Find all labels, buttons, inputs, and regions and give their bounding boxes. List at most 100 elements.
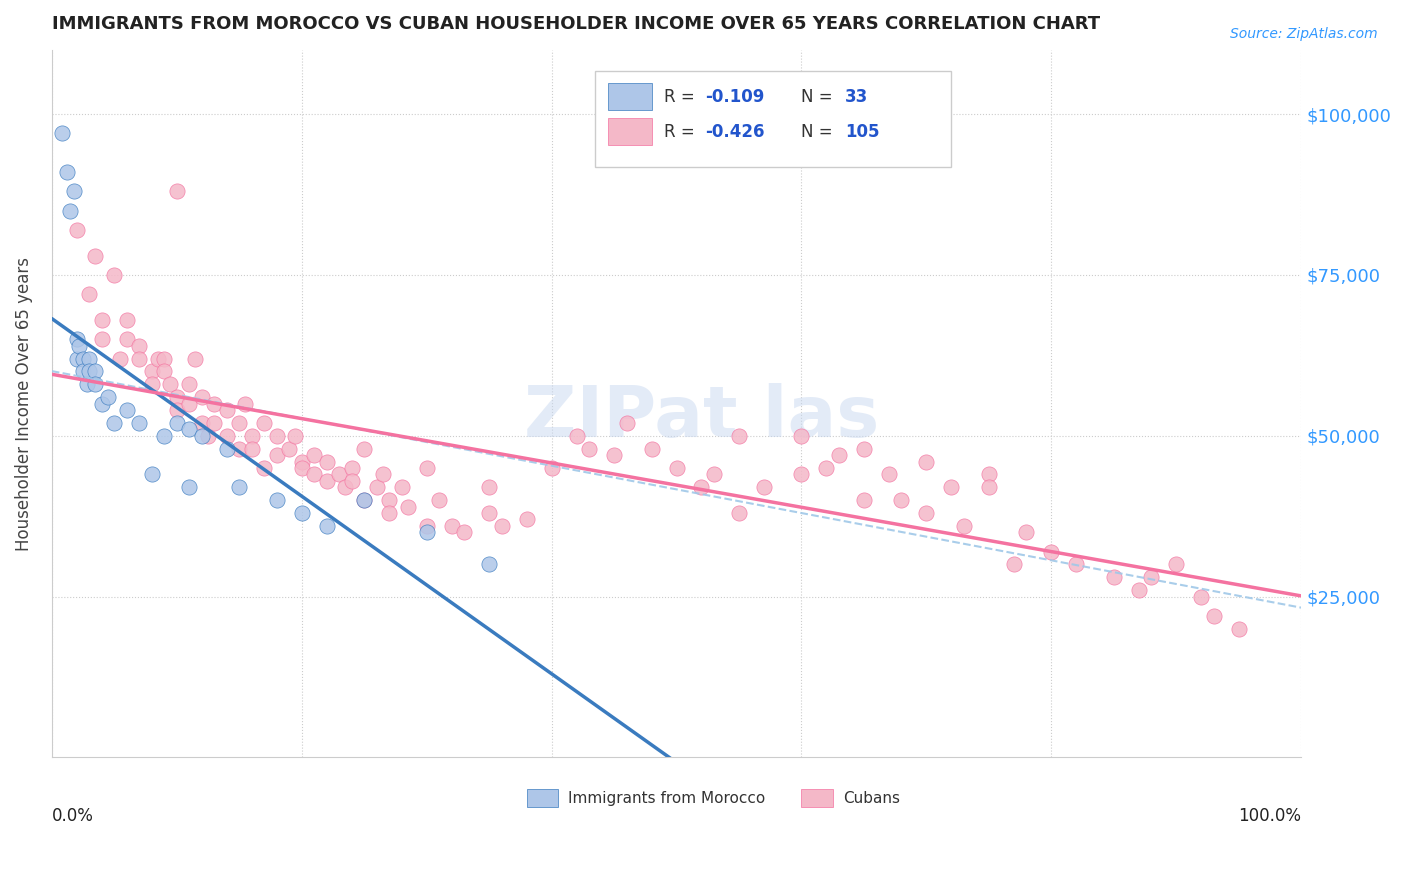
Point xyxy=(240,442,263,456)
Point xyxy=(852,442,875,456)
Point xyxy=(828,448,851,462)
Point xyxy=(90,313,112,327)
Point xyxy=(215,403,238,417)
Point xyxy=(110,351,132,366)
Point xyxy=(478,558,501,572)
Point xyxy=(728,429,751,443)
Point xyxy=(153,351,176,366)
Point xyxy=(366,480,388,494)
Y-axis label: Householder Income Over 65 years: Householder Income Over 65 years xyxy=(15,257,32,550)
Point xyxy=(179,377,201,392)
Point xyxy=(66,223,89,237)
Point xyxy=(703,467,725,482)
Point xyxy=(63,185,86,199)
Point xyxy=(228,442,250,456)
Point xyxy=(478,480,501,494)
Text: 33: 33 xyxy=(845,87,869,105)
Point xyxy=(752,480,775,494)
Text: Cubans: Cubans xyxy=(842,791,900,806)
Text: Source: ZipAtlas.com: Source: ZipAtlas.com xyxy=(1230,27,1378,41)
Point xyxy=(371,467,394,482)
Point xyxy=(215,429,238,443)
Point xyxy=(128,351,150,366)
Point xyxy=(302,448,325,462)
Point xyxy=(228,480,250,494)
Point xyxy=(141,364,163,378)
Point xyxy=(291,506,314,520)
Point xyxy=(728,506,751,520)
Point xyxy=(128,416,150,430)
Point xyxy=(391,480,413,494)
Point xyxy=(977,480,1000,494)
Point xyxy=(291,461,314,475)
Point xyxy=(1166,558,1188,572)
Point xyxy=(353,493,375,508)
Point xyxy=(941,480,963,494)
Point xyxy=(302,467,325,482)
Point xyxy=(77,287,100,301)
Text: Immigrants from Morocco: Immigrants from Morocco xyxy=(568,791,765,806)
Point xyxy=(815,461,838,475)
Point xyxy=(76,377,98,392)
Point xyxy=(578,442,600,456)
Point xyxy=(90,332,112,346)
Point xyxy=(1002,558,1025,572)
Point xyxy=(103,416,125,430)
Point xyxy=(1102,570,1125,584)
Point xyxy=(378,506,401,520)
Point xyxy=(340,461,363,475)
Point xyxy=(179,396,201,410)
Point xyxy=(153,364,176,378)
Text: R =: R = xyxy=(664,123,700,141)
Point xyxy=(353,442,375,456)
Text: -0.109: -0.109 xyxy=(706,87,765,105)
Point xyxy=(141,467,163,482)
Point xyxy=(166,403,188,417)
Text: 105: 105 xyxy=(845,123,880,141)
FancyBboxPatch shape xyxy=(595,71,952,167)
Point xyxy=(51,127,73,141)
Point xyxy=(1066,558,1088,572)
Point xyxy=(228,416,250,430)
Text: 100.0%: 100.0% xyxy=(1239,807,1302,825)
Point xyxy=(790,467,813,482)
Point xyxy=(315,454,337,468)
Text: -0.426: -0.426 xyxy=(706,123,765,141)
Point xyxy=(77,364,100,378)
Point xyxy=(166,390,188,404)
Point xyxy=(440,518,463,533)
Point xyxy=(153,429,176,443)
Point xyxy=(84,364,107,378)
Point xyxy=(184,351,207,366)
Point xyxy=(790,429,813,443)
Point xyxy=(67,339,90,353)
Text: IMMIGRANTS FROM MOROCCO VS CUBAN HOUSEHOLDER INCOME OVER 65 YEARS CORRELATION CH: IMMIGRANTS FROM MOROCCO VS CUBAN HOUSEHO… xyxy=(52,15,1099,33)
Point xyxy=(977,467,1000,482)
Point xyxy=(291,454,314,468)
Point xyxy=(166,416,188,430)
Point xyxy=(115,403,138,417)
Point xyxy=(66,332,89,346)
Point xyxy=(415,461,437,475)
Point xyxy=(179,422,201,436)
Point xyxy=(690,480,713,494)
Point xyxy=(616,416,638,430)
Text: N =: N = xyxy=(801,123,838,141)
FancyBboxPatch shape xyxy=(801,789,832,807)
Point xyxy=(240,429,263,443)
Point xyxy=(516,512,538,526)
Point xyxy=(1040,544,1063,558)
Point xyxy=(190,429,212,443)
Point xyxy=(59,203,82,218)
FancyBboxPatch shape xyxy=(607,83,651,110)
Point xyxy=(202,396,225,410)
Point xyxy=(890,493,912,508)
Point xyxy=(396,500,419,514)
Point xyxy=(55,165,77,179)
Point xyxy=(603,448,626,462)
Point xyxy=(340,474,363,488)
Point xyxy=(266,493,288,508)
Point xyxy=(915,506,938,520)
Point xyxy=(415,525,437,540)
Point xyxy=(179,480,201,494)
